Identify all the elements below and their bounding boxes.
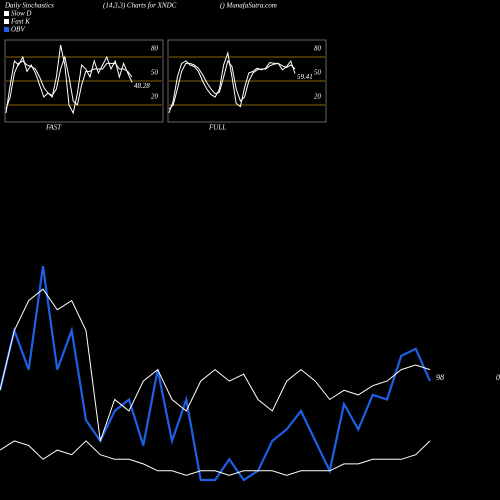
series-line xyxy=(168,59,296,110)
panel-frame xyxy=(4,39,164,123)
panel-label: FULL xyxy=(208,124,226,132)
series-line xyxy=(0,440,431,476)
y-tick-label: 80 xyxy=(151,45,159,53)
y-tick-label: 50 xyxy=(151,69,159,77)
series-line xyxy=(0,265,432,482)
panel-frame xyxy=(167,39,327,123)
y-tick-label: 80 xyxy=(314,45,322,53)
subtitle: (14,3,3) Charts for XNDC xyxy=(103,2,177,10)
legend-label: OBV xyxy=(11,26,25,34)
annotation: 0 xyxy=(496,373,500,382)
legend-swatch xyxy=(4,19,9,24)
legend-label: Fast K xyxy=(10,18,30,26)
panel-label: FAST xyxy=(45,124,62,132)
legend-swatch xyxy=(4,11,9,16)
series-line xyxy=(168,51,296,114)
series-line xyxy=(5,55,133,110)
y-tick-label: 50 xyxy=(314,69,322,77)
title: Daily Stochastics xyxy=(4,2,54,10)
series-line xyxy=(5,44,133,115)
value-label: 59.41 xyxy=(297,73,313,81)
series-line xyxy=(0,288,431,442)
y-tick-label: 20 xyxy=(151,93,159,101)
y-tick-label: 20 xyxy=(314,93,322,101)
legend-swatch xyxy=(4,27,9,32)
legend-label: Slow D xyxy=(11,10,31,18)
value-label: 48.28 xyxy=(134,82,150,90)
site: () MunafaSutra.com xyxy=(220,2,277,10)
annotation: 98 xyxy=(436,373,444,382)
